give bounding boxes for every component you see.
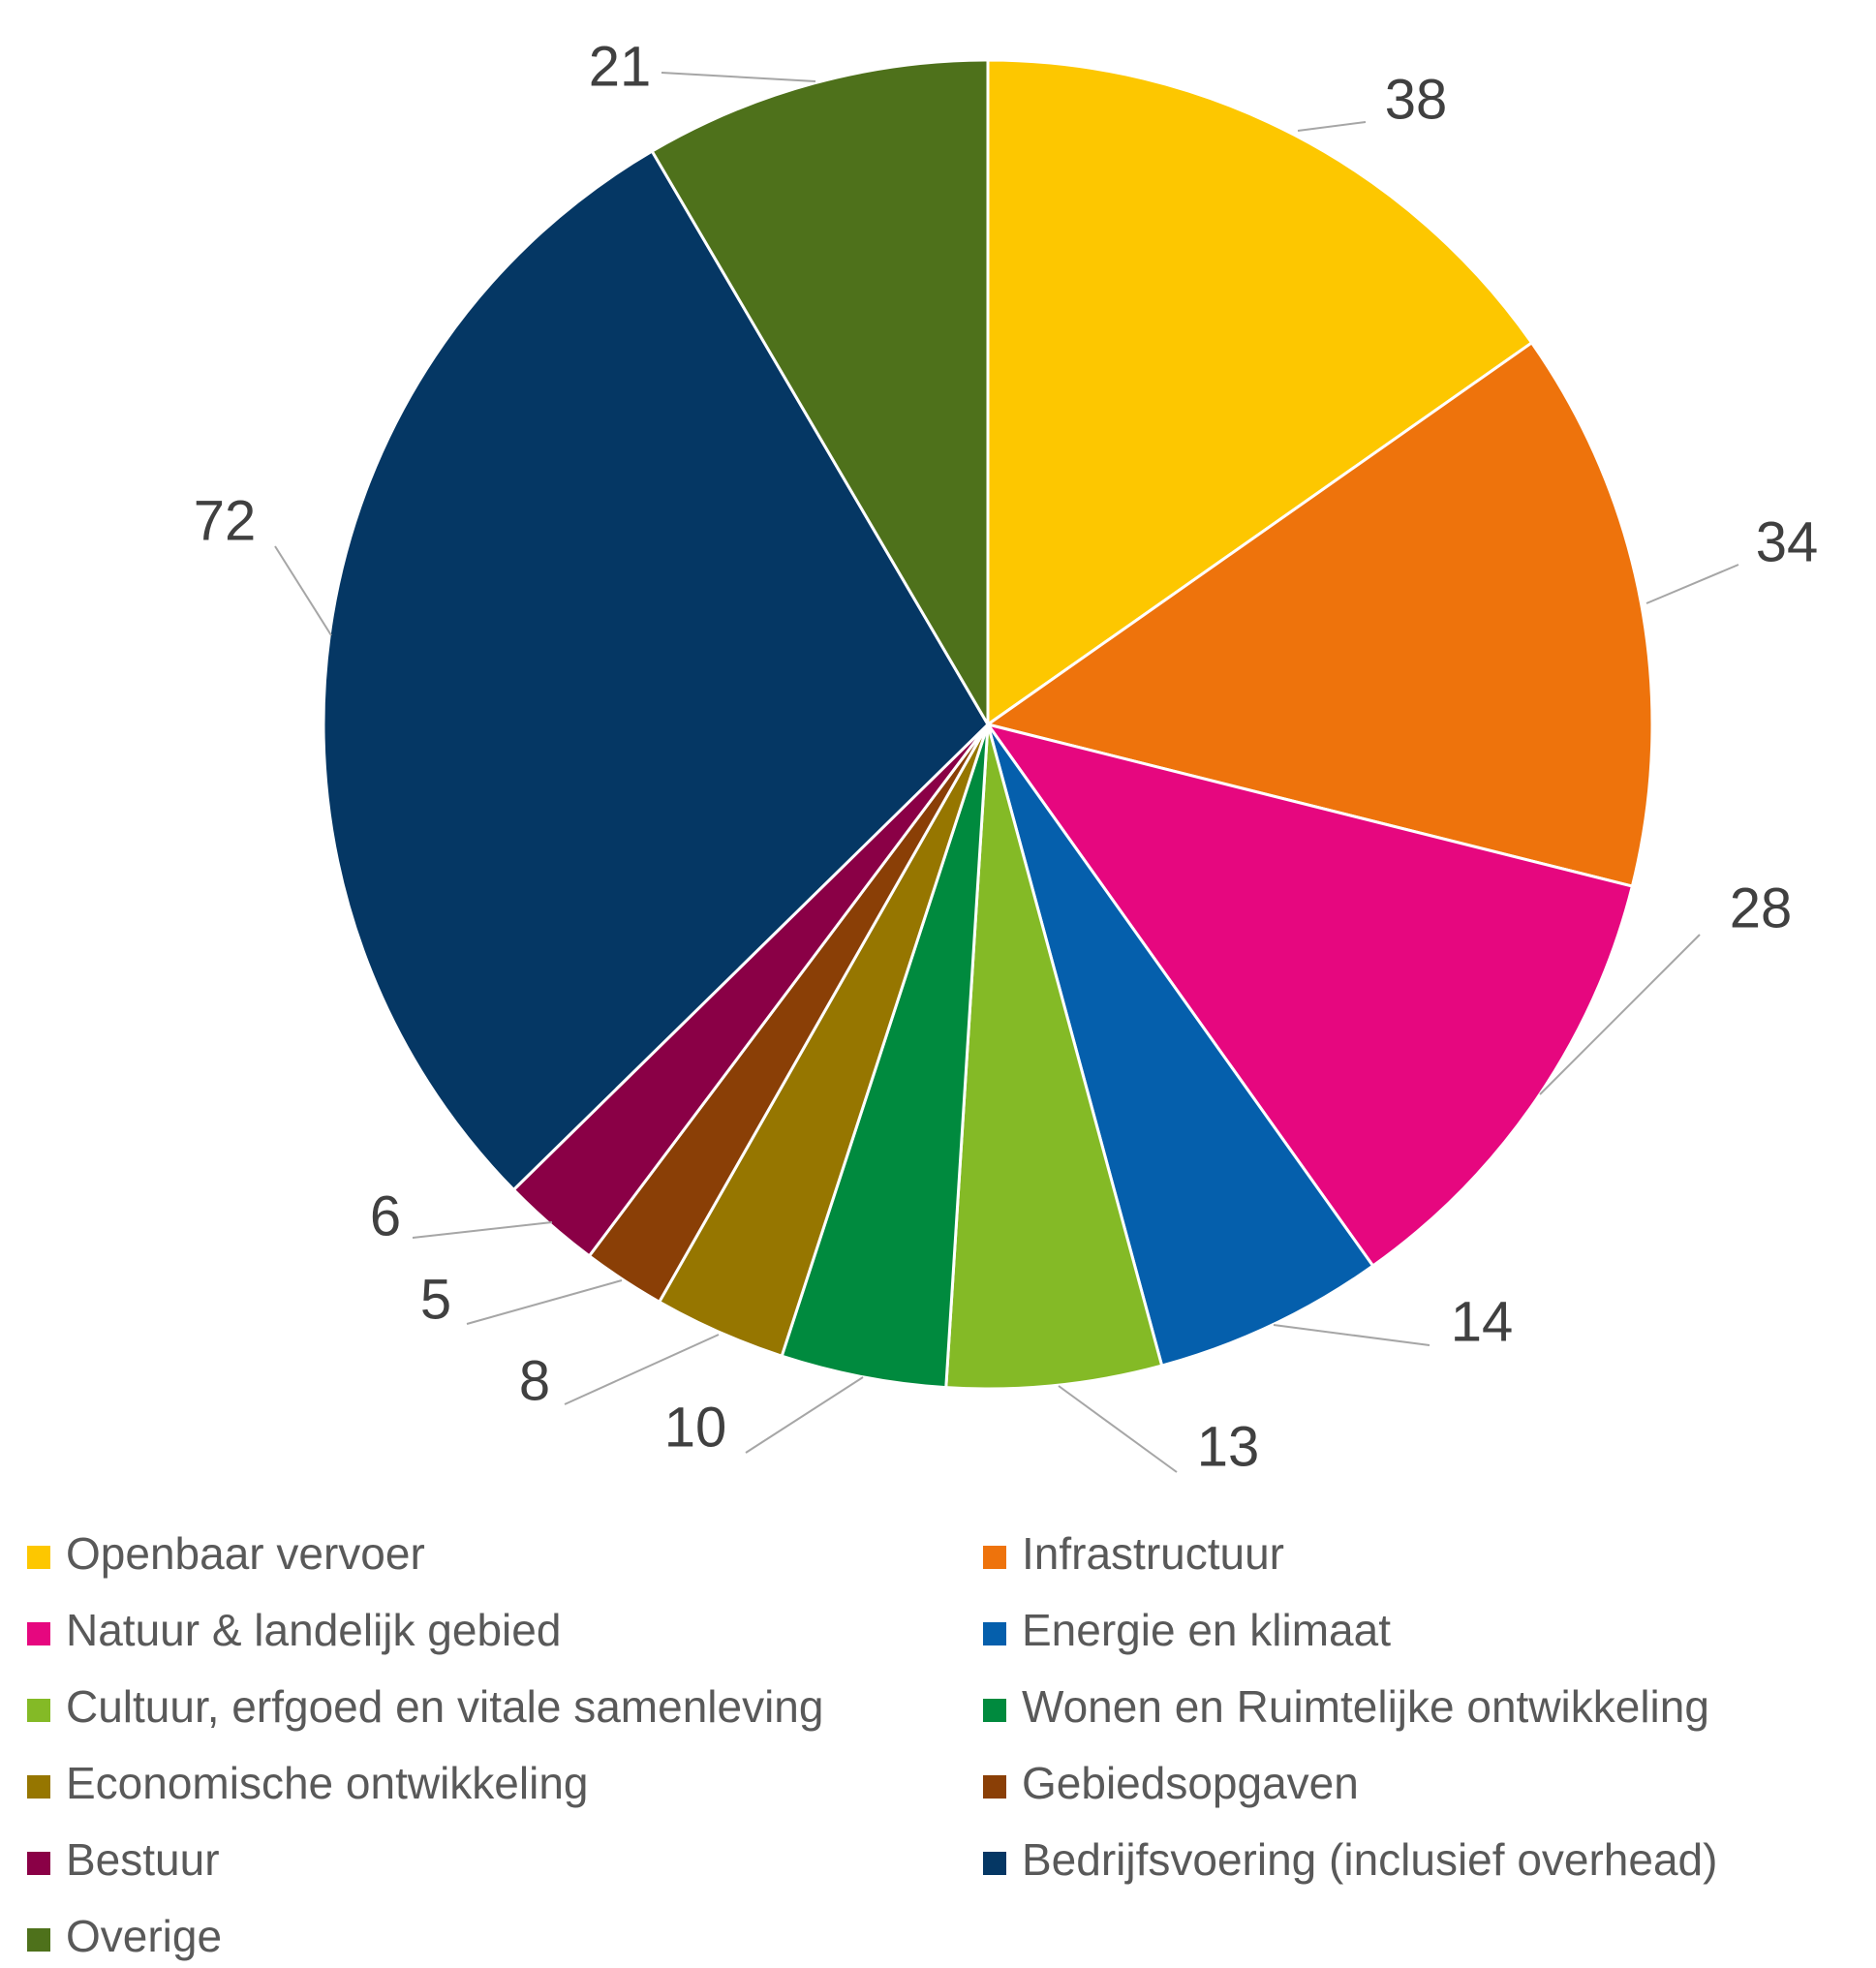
legend-label-cultuur-erfgoed-en-vitale-samenleving: Cultuur, erfgoed en vitale samenleving [66,1681,823,1732]
leader-line-overige [661,72,816,82]
legend-item-cultuur-erfgoed-en-vitale-samenleving: Cultuur, erfgoed en vitale samenleving [27,1681,823,1732]
data-label-wonen-en-ruimtelijke-ontwikkeling: 10 [664,1396,727,1459]
legend-item-natuur-and-landelijk-gebied: Natuur & landelijk gebied [27,1605,561,1655]
legend-label-energie-en-klimaat: Energie en klimaat [1022,1605,1391,1655]
leader-line-bedrijfsvoering-inclusief-overhead [274,545,332,636]
pie-slice-openbaar-vervoer [986,58,1534,727]
leader-line-natuur-and-landelijk-gebied [1539,934,1701,1095]
legend-label-bedrijfsvoering-inclusief-overhead: Bedrijfsvoering (inclusief overhead) [1022,1834,1717,1885]
leader-line-gebiedsopgaven [466,1279,623,1325]
leader-line-bestuur [412,1221,553,1239]
legend-swatch-natuur-and-landelijk-gebied [27,1622,50,1645]
legend-item-wonen-en-ruimtelijke-ontwikkeling: Wonen en Ruimtelijke ontwikkeling [983,1681,1709,1732]
pie-slice-infrastructuur [984,340,1654,888]
legend-swatch-bedrijfsvoering-inclusief-overhead [983,1852,1006,1875]
legend-label-natuur-and-landelijk-gebied: Natuur & landelijk gebied [66,1605,561,1655]
legend-item-bedrijfsvoering-inclusief-overhead: Bedrijfsvoering (inclusief overhead) [983,1834,1717,1885]
legend-label-overige: Overige [66,1911,222,1961]
legend-swatch-cultuur-erfgoed-en-vitale-samenleving [27,1699,50,1722]
legend-item-infrastructuur: Infrastructuur [983,1528,1284,1579]
data-label-energie-en-klimaat: 14 [1451,1290,1514,1353]
legend-swatch-infrastructuur [983,1546,1006,1569]
data-labels: 38 34 28 14 13 10 8 56 72 21 [194,35,1819,1478]
legend-item-energie-en-klimaat: Energie en klimaat [983,1605,1391,1655]
legend-label-economische-ontwikkeling: Economische ontwikkeling [66,1758,589,1808]
legend-item-overige: Overige [27,1911,222,1961]
legend-swatch-wonen-en-ruimtelijke-ontwikkeling [983,1699,1006,1722]
data-label-bestuur: 6 [370,1184,401,1247]
data-label-natuur-and-landelijk-gebied: 28 [1730,876,1793,939]
legend-label-gebiedsopgaven: Gebiedsopgaven [1022,1758,1359,1808]
data-label-overige: 21 [589,35,652,98]
leader-line-wonen-en-ruimtelijke-ontwikkeling [745,1376,864,1454]
legend-swatch-openbaar-vervoer [27,1546,50,1569]
data-label-cultuur-erfgoed-en-vitale-samenleving: 13 [1197,1415,1260,1478]
legend: Openbaar vervoer Infrastructuur Natuur & l… [27,1528,1717,1961]
pie-slice-energie-en-klimaat [986,723,1375,1368]
data-label-openbaar-vervoer: 38 [1385,68,1448,131]
leader-lines [274,72,1739,1473]
legend-item-openbaar-vervoer: Openbaar vervoer [27,1528,425,1579]
legend-swatch-economische-ontwikkeling [27,1775,50,1799]
data-label-bedrijfsvoering-inclusief-overhead: 72 [194,489,257,552]
data-label-infrastructuur: 34 [1756,510,1819,573]
data-label-economische-ontwikkeling: 8 [519,1349,550,1412]
legend-label-infrastructuur: Infrastructuur [1022,1528,1284,1579]
legend-item-economische-ontwikkeling: Economische ontwikkeling [27,1758,589,1808]
legend-label-wonen-en-ruimtelijke-ontwikkeling: Wonen en Ruimtelijke ontwikkeling [1022,1681,1709,1732]
leader-line-infrastructuur [1645,564,1739,604]
legend-swatch-bestuur [27,1852,50,1875]
leader-line-economische-ontwikkeling [564,1334,720,1405]
leader-line-energie-en-klimaat [1273,1324,1430,1346]
legend-label-bestuur: Bestuur [66,1834,220,1885]
pie-slices [322,58,1654,1391]
legend-item-bestuur: Bestuur [27,1834,220,1885]
legend-swatch-gebiedsopgaven [983,1775,1006,1799]
legend-label-openbaar-vervoer: Openbaar vervoer [66,1528,425,1579]
leader-line-openbaar-vervoer [1297,121,1367,132]
legend-swatch-overige [27,1928,50,1952]
pie-slice-bedrijfsvoering-inclusief-overhead [322,149,990,1192]
pie-slice-cultuur-erfgoed-en-vitale-samenleving [944,723,1164,1391]
legend-item-gebiedsopgaven: Gebiedsopgaven [983,1758,1359,1808]
data-label-gebiedsopgaven: 5 [420,1268,451,1331]
pie-slice-overige [650,58,990,730]
pie-slice-natuur-and-landelijk-gebied [984,722,1635,1269]
leader-line-cultuur-erfgoed-en-vitale-samenleving [1058,1385,1178,1473]
legend-swatch-energie-en-klimaat [983,1622,1006,1645]
